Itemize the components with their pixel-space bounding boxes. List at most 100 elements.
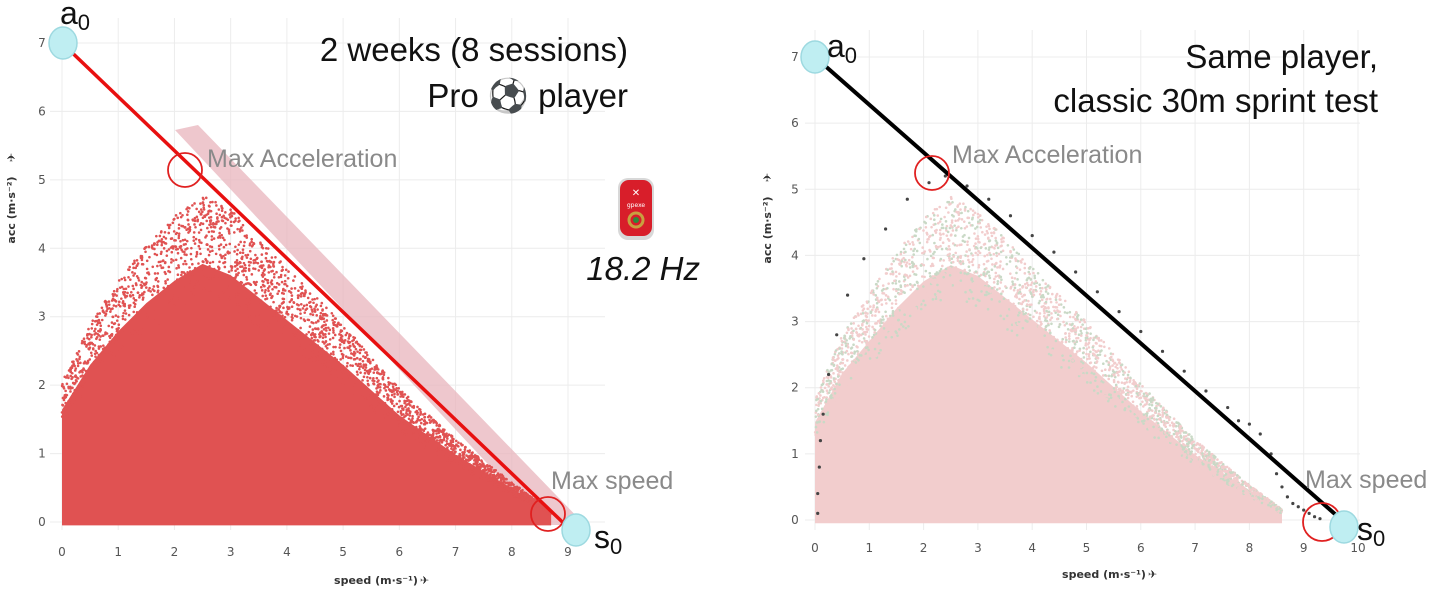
data-point <box>1023 313 1026 316</box>
data-point <box>215 253 218 256</box>
data-point <box>405 433 408 436</box>
data-point <box>125 312 128 315</box>
data-point <box>257 262 260 265</box>
data-point <box>1142 405 1145 408</box>
data-point <box>1203 460 1206 463</box>
data-point <box>170 299 173 302</box>
data-point <box>1128 370 1131 373</box>
data-point <box>291 319 294 322</box>
data-point <box>286 311 289 314</box>
data-point <box>1087 327 1090 330</box>
data-point <box>968 269 971 272</box>
data-point <box>988 274 991 277</box>
data-point <box>157 286 160 289</box>
data-point <box>254 317 257 320</box>
data-point <box>989 277 992 280</box>
data-point <box>1018 284 1021 287</box>
data-point <box>97 360 100 363</box>
data-point <box>460 463 463 466</box>
data-point <box>338 346 341 349</box>
data-point <box>124 279 127 282</box>
data-point <box>1026 303 1029 306</box>
data-point <box>895 282 898 285</box>
data-point <box>319 348 322 351</box>
data-point <box>936 208 939 211</box>
data-point <box>900 265 903 268</box>
data-point <box>815 426 818 429</box>
data-point <box>438 425 441 428</box>
data-point <box>1086 331 1089 334</box>
data-point <box>949 284 952 287</box>
data-point <box>908 259 911 262</box>
data-point <box>856 350 859 353</box>
data-point <box>162 266 165 269</box>
data-point <box>245 234 248 237</box>
data-point <box>1222 478 1225 481</box>
data-point <box>901 310 904 313</box>
data-point <box>1183 444 1186 447</box>
data-point <box>909 288 912 291</box>
data-point <box>1238 476 1241 479</box>
data-point <box>1183 455 1186 458</box>
data-point <box>300 338 303 341</box>
data-point <box>1005 256 1008 259</box>
data-point <box>464 448 467 451</box>
data-point <box>464 446 467 449</box>
data-point <box>193 286 196 289</box>
data-point <box>349 345 352 348</box>
data-point <box>332 370 335 373</box>
data-point <box>278 276 281 279</box>
data-point <box>386 393 389 396</box>
data-point <box>309 343 312 346</box>
data-point <box>844 342 847 345</box>
data-point <box>71 376 74 379</box>
data-point <box>107 325 110 328</box>
data-point <box>975 304 978 307</box>
data-point <box>978 264 981 267</box>
data-point <box>846 350 849 353</box>
data-point <box>488 469 491 472</box>
data-point <box>825 398 828 401</box>
data-point <box>1065 341 1068 344</box>
data-point <box>1124 401 1127 404</box>
data-point <box>476 461 479 464</box>
left-max-acceleration-label: Max Acceleration <box>207 145 397 173</box>
data-point <box>1028 322 1031 325</box>
data-point <box>275 271 278 274</box>
data-point <box>96 323 99 326</box>
data-point <box>179 212 182 215</box>
data-point <box>945 227 948 230</box>
data-point <box>419 440 422 443</box>
data-point <box>233 221 236 224</box>
data-point <box>520 490 523 493</box>
data-point <box>284 280 287 283</box>
data-point <box>322 324 325 327</box>
y-tick-label: 3 <box>38 310 46 324</box>
data-point <box>457 441 460 444</box>
data-point <box>67 377 70 380</box>
data-point <box>972 275 975 278</box>
data-point <box>916 267 919 270</box>
y-tick-label: 4 <box>38 241 46 255</box>
data-point <box>890 263 893 266</box>
data-point <box>1268 500 1271 503</box>
data-point <box>373 407 376 410</box>
data-point <box>378 404 381 407</box>
data-point <box>132 326 135 329</box>
data-point <box>210 226 213 229</box>
data-point <box>145 286 148 289</box>
data-point <box>248 269 251 272</box>
data-point <box>948 248 951 251</box>
data-point <box>832 372 835 375</box>
data-point <box>394 415 397 418</box>
data-point <box>1050 338 1053 341</box>
data-point <box>1082 374 1085 377</box>
data-point <box>340 334 343 337</box>
data-point <box>966 300 969 303</box>
data-point <box>305 333 308 336</box>
data-point <box>929 303 932 306</box>
data-point <box>1089 381 1092 384</box>
data-point <box>1179 432 1182 435</box>
data-point <box>313 334 316 337</box>
data-point <box>249 242 252 245</box>
